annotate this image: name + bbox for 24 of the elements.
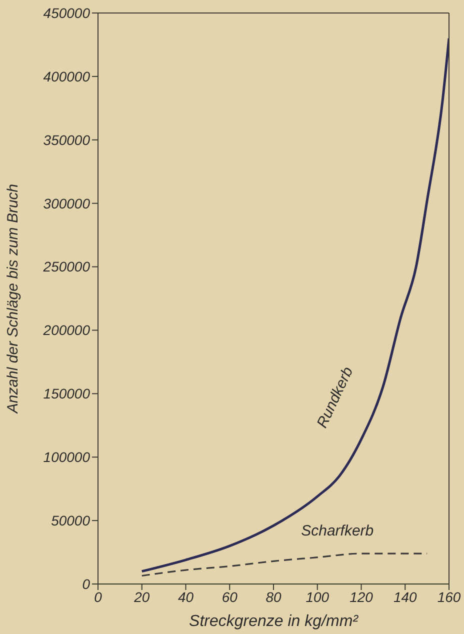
y-axis-title: Anzahl der Schläge bis zum Bruch [4,184,22,414]
y-tick-label: 50000 [51,512,90,529]
x-tick-label: 40 [178,588,194,605]
x-tick-label: 140 [393,588,418,605]
x-tick-label: 120 [350,588,374,605]
x-tick-label: 60 [222,588,238,605]
y-tick-label: 400000 [43,68,90,84]
y-tick-label: 350000 [43,132,90,148]
line-series [140,37,449,573]
x-tick-label: 100 [306,588,330,605]
y-tick-label: 200000 [42,322,90,338]
y-tick-label: 100000 [43,449,90,466]
y-tick-label: 300000 [43,195,90,212]
x-tick-label: 80 [266,588,282,605]
y-tick-label: 250000 [42,258,90,275]
series-label: Scharfkerb [301,522,374,540]
x-tick-label: 160 [437,588,461,605]
x-tick-label: 0 [94,588,102,605]
x-axis-title: Streckgrenze in kg/mm² [189,613,359,630]
y-tick-label: 450000 [43,4,90,21]
y-tick-label: 150000 [43,386,90,402]
y-tick-label: 0 [82,576,90,592]
line-series [141,552,428,577]
x-tick-label: 20 [133,588,150,605]
